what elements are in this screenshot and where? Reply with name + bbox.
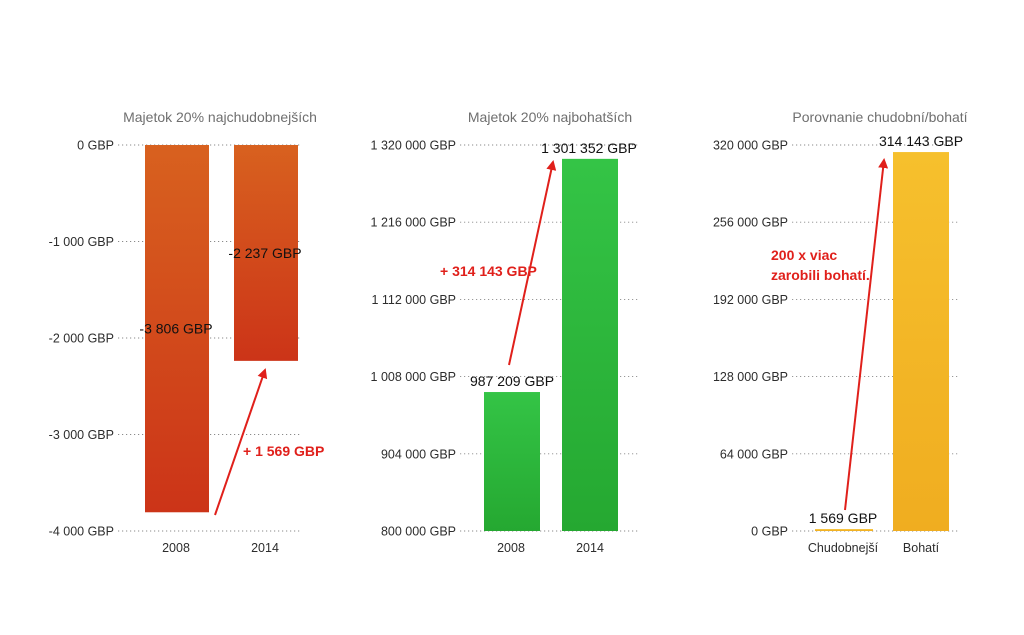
chart-title: Majetok 20% najchudobnejších <box>123 109 317 125</box>
bar <box>145 145 209 513</box>
chart-comparison: Porovnanie chudobní/bohatí 320 000 GBP 25… <box>713 109 968 555</box>
y-tick-label: 1 216 000 GBP <box>371 216 456 230</box>
y-tick-label: 128 000 GBP <box>713 370 788 384</box>
y-tick-label: 1 112 000 GBP <box>371 293 456 307</box>
change-arrow <box>214 368 268 516</box>
y-tick-label: 256 000 GBP <box>713 216 788 230</box>
bar <box>484 392 540 531</box>
comparison-annotation: 200 x viac zarobili bohatí. <box>771 247 870 283</box>
y-tick-label: -1 000 GBP <box>49 235 114 249</box>
x-tick-label: 2008 <box>162 541 190 555</box>
y-tick-label: 64 000 GBP <box>720 447 788 461</box>
chart-title: Majetok 20% najbohatších <box>468 109 632 125</box>
comparison-arrow <box>844 158 889 511</box>
y-tick-label: -3 000 GBP <box>49 428 114 442</box>
bar <box>893 152 949 531</box>
y-tick-label: 904 000 GBP <box>381 447 456 461</box>
x-tick-label: 2014 <box>576 541 604 555</box>
chart-poorest: Majetok 20% najchudobnejších 0 GBP -1 000… <box>49 109 325 555</box>
x-tick-label: Bohatí <box>903 541 940 555</box>
y-tick-label: 0 GBP <box>751 525 788 539</box>
bar <box>562 158 618 531</box>
chart-richest: Majetok 20% najbohatších 1 320 000 GBP 1 … <box>371 109 640 555</box>
chart-title: Porovnanie chudobní/bohatí <box>792 109 967 125</box>
data-label: -3 806 GBP <box>139 321 212 337</box>
data-label: -2 237 GBP <box>228 245 301 261</box>
x-tick-label: 2014 <box>251 541 279 555</box>
y-tick-label: 1 008 000 GBP <box>371 370 456 384</box>
y-tick-label: 800 000 GBP <box>381 525 456 539</box>
bar <box>234 145 298 361</box>
change-annotation: + 1 569 GBP <box>243 443 324 459</box>
data-label: 987 209 GBP <box>470 373 554 389</box>
change-annotation: + 314 143 GBP <box>440 263 537 279</box>
y-tick-label: 320 000 GBP <box>713 139 788 153</box>
y-tick-label: 192 000 GBP <box>713 293 788 307</box>
bar <box>815 529 873 531</box>
x-tick-label: 2008 <box>497 541 525 555</box>
change-arrow <box>508 160 557 366</box>
data-label: 314 143 GBP <box>879 133 963 149</box>
y-tick-label: -2 000 GBP <box>49 332 114 346</box>
y-tick-label: 0 GBP <box>77 139 114 153</box>
y-tick-label: 1 320 000 GBP <box>371 139 456 153</box>
data-label: 1 569 GBP <box>809 510 878 526</box>
y-tick-label: -4 000 GBP <box>49 525 114 539</box>
x-tick-label: Chudobnejší <box>808 541 879 555</box>
data-label: 1 301 352 GBP <box>541 140 637 156</box>
